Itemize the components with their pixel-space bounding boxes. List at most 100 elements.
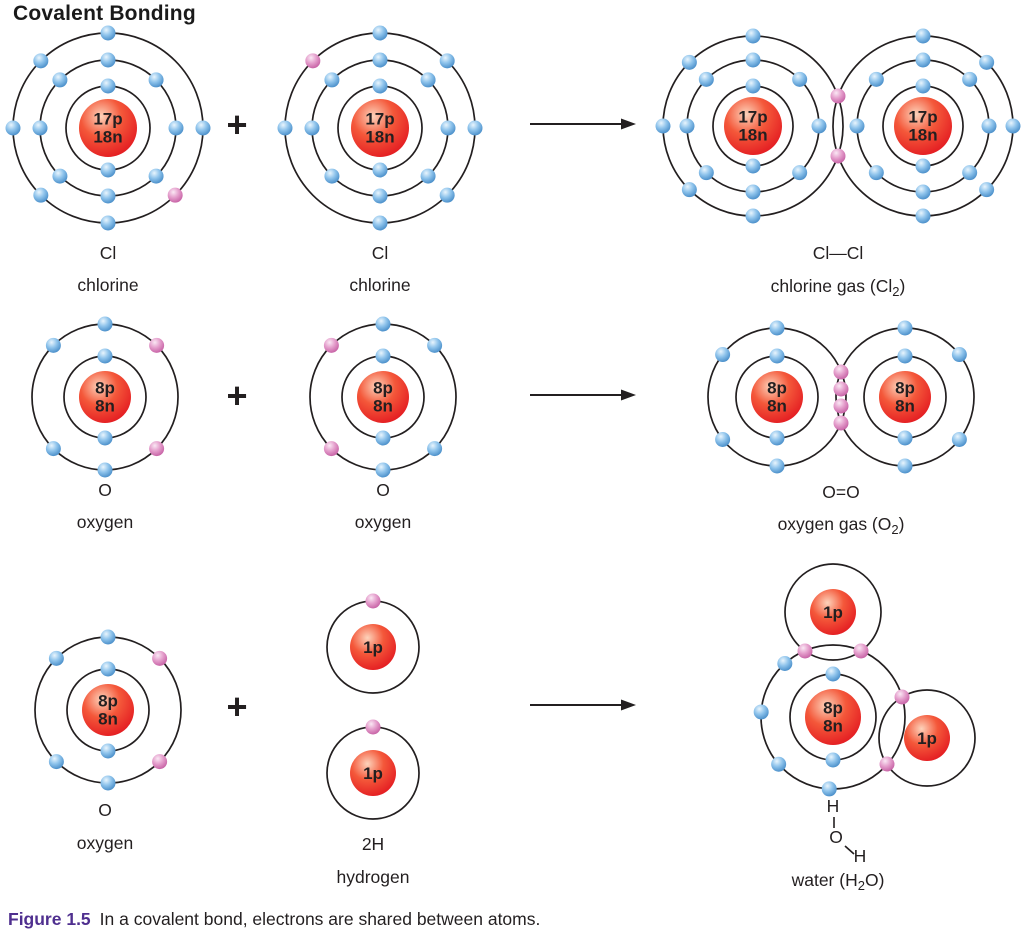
shared-electron [305, 53, 321, 69]
electron [792, 71, 808, 87]
electron [745, 78, 761, 94]
electron [915, 184, 931, 200]
electron [915, 28, 931, 44]
diagram-label: chlorine [349, 275, 410, 295]
electron [375, 348, 391, 364]
electron [769, 348, 785, 364]
electron [777, 655, 793, 671]
diagram-label: oxygen gas (O2) [778, 514, 905, 537]
electron [427, 441, 443, 457]
nucleus [351, 99, 409, 157]
electron [100, 78, 116, 94]
reaction-arrow-icon [530, 118, 636, 130]
nucleus-label: 1p [363, 764, 383, 783]
nucleus-label: 18n [365, 128, 394, 147]
electron [324, 72, 340, 88]
diagram-label: chlorine gas (Cl2) [771, 276, 906, 299]
plus-sign: + [226, 104, 247, 145]
electron [897, 320, 913, 336]
nucleus [79, 371, 131, 423]
electron [304, 120, 320, 136]
nucleus-label: 8p [373, 379, 393, 398]
reaction-arrow-icon [530, 699, 636, 711]
diagram-label: O [376, 480, 390, 500]
shared-electron [833, 398, 849, 414]
electron [375, 316, 391, 332]
shared-electron [149, 441, 165, 457]
electron [811, 118, 827, 134]
electron [420, 72, 436, 88]
electron [698, 71, 714, 87]
electron [679, 118, 695, 134]
electron [440, 120, 456, 136]
shared-electron [879, 756, 895, 772]
electron [375, 430, 391, 446]
nucleus-label: 1p [363, 638, 383, 657]
electron [32, 120, 48, 136]
electron [868, 71, 884, 87]
plus-sign: + [226, 686, 247, 727]
diagram-label: oxygen [355, 512, 411, 532]
electron [915, 158, 931, 174]
diagram-label: water (H2O) [791, 870, 885, 893]
formula-atom-label: O [829, 827, 843, 847]
electron [420, 168, 436, 184]
electron [372, 188, 388, 204]
electron [148, 168, 164, 184]
electron [745, 184, 761, 200]
nucleus [894, 97, 952, 155]
nucleus [357, 371, 409, 423]
atom-hydrogen-2: 1p [326, 719, 420, 820]
nucleus-label: 1p [917, 729, 937, 748]
nucleus-label: 8p [767, 379, 787, 398]
electron [100, 188, 116, 204]
nucleus-label: 8n [373, 397, 393, 416]
diagram-label: 2H [362, 834, 384, 854]
nucleus [805, 689, 861, 745]
nucleus-label: 17p [738, 108, 767, 127]
electron [821, 781, 837, 797]
electron [681, 54, 697, 70]
electron [168, 120, 184, 136]
electron [897, 458, 913, 474]
nucleus-label: 18n [738, 126, 767, 145]
electron [97, 462, 113, 478]
figure-caption: Figure 1.5 In a covalent bond, electrons … [8, 909, 540, 930]
electron [769, 430, 785, 446]
reaction-arrow-icon [530, 389, 636, 401]
plus-sign: + [226, 375, 247, 416]
electron [100, 775, 116, 791]
nucleus-label: 8n [767, 397, 787, 416]
diagram-label: O [98, 800, 112, 820]
nucleus-label: 8n [95, 397, 115, 416]
electron [745, 28, 761, 44]
electron [745, 52, 761, 68]
shared-electron [833, 415, 849, 431]
nucleus [350, 750, 396, 796]
shared-electron [833, 381, 849, 397]
electron [792, 165, 808, 181]
shared-electron [167, 187, 183, 203]
figure-title: Covalent Bonding [13, 2, 196, 25]
electron [745, 208, 761, 224]
electron [372, 25, 388, 41]
nucleus [751, 371, 803, 423]
diagram-label: Cl [372, 243, 389, 263]
electron [97, 348, 113, 364]
electron [681, 182, 697, 198]
electron [868, 165, 884, 181]
electron [467, 120, 483, 136]
electron [962, 71, 978, 87]
shared-electron [833, 364, 849, 380]
nucleus [79, 99, 137, 157]
nucleus-label: 8p [895, 379, 915, 398]
electron [48, 754, 64, 770]
formula-atom-label: H [827, 796, 840, 816]
electron [825, 752, 841, 768]
electron [97, 316, 113, 332]
